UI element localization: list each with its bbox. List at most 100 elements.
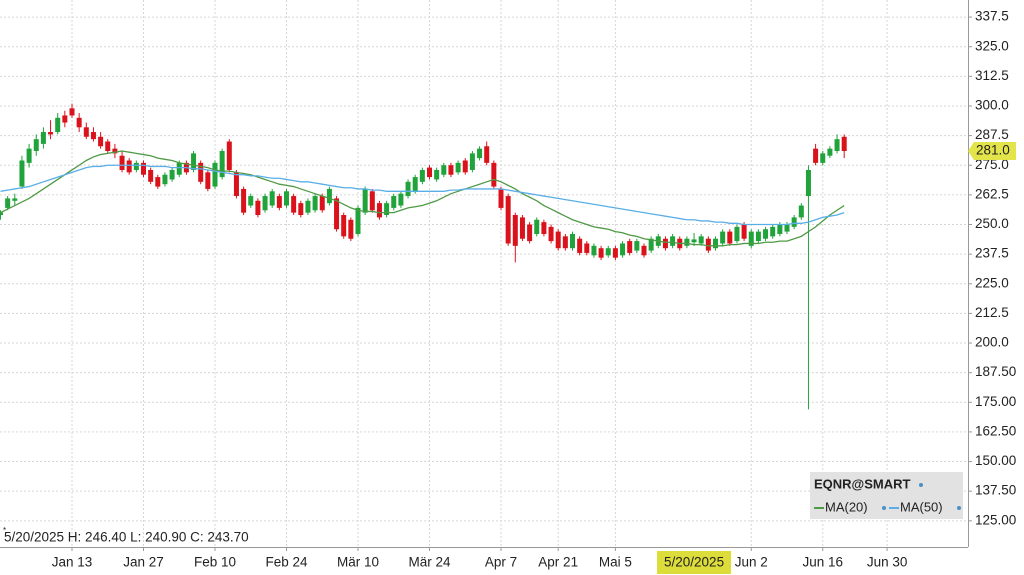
x-tick-label: Apr 21: [538, 555, 578, 570]
candle-body: [355, 207, 361, 234]
candle-body: [427, 167, 432, 178]
candle-body: [634, 241, 640, 251]
candle-body: [505, 196, 511, 244]
candle-body: [763, 229, 769, 239]
grid: [0, 0, 968, 547]
y-tick-label: 187.50: [975, 364, 1016, 379]
legend-icon: [882, 506, 886, 510]
candle-body: [169, 169, 175, 180]
candle-body: [720, 231, 726, 244]
candle-body: [598, 248, 604, 258]
y-tick-label: 262.5: [975, 186, 1009, 201]
candle-body: [605, 248, 611, 256]
x-tick-label: Feb 24: [265, 555, 308, 570]
candle-body: [62, 115, 68, 123]
candle-body: [727, 231, 733, 244]
candle-body: [255, 200, 261, 216]
candle-body: [455, 162, 461, 173]
candle-body: [284, 191, 289, 206]
candle-body: [119, 155, 125, 170]
y-tick-label: 325.0: [975, 38, 1009, 53]
candle-body: [5, 198, 11, 208]
candle-body: [98, 136, 104, 147]
candle-body: [112, 148, 118, 154]
candle-body: [262, 196, 268, 211]
candle-body: [770, 226, 776, 237]
candle-body: [90, 132, 96, 140]
candle-body: [798, 205, 804, 218]
x-tick-label: Jan 13: [52, 555, 93, 570]
y-tick-label: 137.50: [975, 483, 1016, 498]
candle-body: [519, 217, 525, 239]
candle-body: [305, 200, 311, 213]
candle-body: [384, 203, 390, 216]
candle-body: [55, 117, 61, 133]
candle-body: [841, 136, 847, 152]
candle-body: [219, 151, 225, 178]
candle-body: [233, 172, 239, 197]
crosshair-date-box: [657, 551, 732, 574]
candle-body: [577, 238, 583, 253]
y-tick-label: 300.0: [975, 98, 1009, 113]
x-tick-label: Feb 10: [194, 555, 236, 570]
legend-items: MA(20) MA(50): [814, 499, 961, 514]
y-tick-label: 237.5: [975, 246, 1009, 261]
candle-body: [212, 162, 218, 187]
candle-body: [834, 139, 840, 152]
ma-line: [0, 164, 845, 226]
candle-body: [226, 141, 232, 170]
candle-body: [448, 165, 454, 175]
candle-body: [376, 203, 382, 218]
candle-body: [341, 215, 347, 237]
candle-body: [291, 196, 297, 213]
candle-body: [26, 148, 32, 163]
candle-body: [298, 203, 304, 216]
legend-icon: [957, 506, 961, 510]
candle-body: [670, 236, 676, 246]
y-tick-label: 150.00: [975, 453, 1016, 468]
y-tick-label: 125.00: [975, 512, 1016, 527]
candle-body: [741, 224, 747, 239]
x-tick-label: Jun 16: [802, 555, 843, 570]
candle-body: [548, 226, 554, 242]
x-tick-label: Jan 27: [123, 555, 164, 570]
candle-body: [462, 160, 468, 173]
y-tick-label: 225.0: [975, 275, 1009, 290]
candle-body: [698, 236, 704, 244]
legend: EQNR@SMART MA(20) MA(50): [810, 472, 963, 519]
candle-body: [269, 191, 275, 206]
x-tick-label: Mär 10: [337, 555, 379, 570]
candle-body: [105, 141, 111, 152]
y-tick-label: 275.0: [975, 157, 1009, 172]
candle-body: [348, 219, 354, 239]
candle-body: [198, 162, 204, 182]
candle-body: [641, 245, 647, 256]
marks: [0, 103, 847, 410]
candle-body: [241, 188, 247, 213]
candle-body: [83, 127, 89, 137]
candle-body: [805, 169, 811, 197]
y-tick-label: 250.0: [975, 216, 1009, 231]
y-tick-label: 162.50: [975, 423, 1016, 438]
candle-body: [498, 188, 504, 208]
candle-body: [19, 160, 25, 187]
candle-body: [40, 132, 46, 144]
y-tick-label: 175.00: [975, 394, 1016, 409]
last-price-tag: [968, 142, 1016, 161]
candle-body: [191, 153, 197, 170]
candle-body: [813, 148, 819, 163]
legend-icon: [919, 483, 923, 487]
legend-label: MA(50): [900, 499, 943, 514]
candle-body: [713, 238, 718, 249]
legend-label: MA(20): [825, 499, 868, 514]
crosshair-date: 5/20/2025: [664, 555, 724, 570]
info-text: 5/20/2025 H: 246.40 L: 240.90 C: 243.70: [4, 530, 249, 545]
last-price-label: 281.0: [976, 143, 1010, 158]
candle-body: [755, 231, 761, 242]
candle-body: [477, 148, 483, 159]
candle-body: [434, 169, 440, 180]
candle-body: [69, 108, 75, 116]
candle-body: [248, 196, 254, 206]
candle-body: [141, 162, 146, 175]
